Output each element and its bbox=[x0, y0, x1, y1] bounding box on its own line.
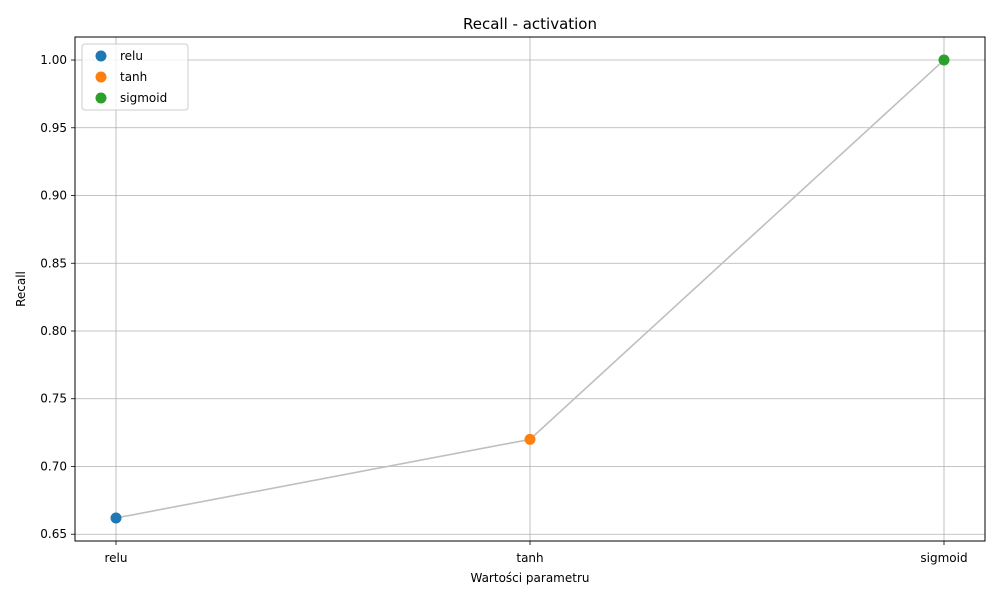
legend-marker-relu bbox=[95, 50, 107, 62]
y-tick-label: 0.70 bbox=[40, 459, 67, 473]
y-tick-label: 0.80 bbox=[40, 324, 67, 338]
data-point-sigmoid bbox=[938, 54, 950, 66]
chart-title: Recall - activation bbox=[463, 15, 597, 33]
y-tick-label: 0.65 bbox=[40, 527, 67, 541]
data-point-relu bbox=[110, 512, 122, 524]
legend-label-relu: relu bbox=[120, 49, 143, 63]
y-tick-label: 0.75 bbox=[40, 392, 67, 406]
legend-label-sigmoid: sigmoid bbox=[120, 91, 167, 105]
data-points bbox=[110, 54, 950, 524]
legend: relu tanh sigmoid bbox=[81, 43, 189, 111]
y-tick-label: 0.95 bbox=[40, 121, 67, 135]
y-tick-label: 1.00 bbox=[40, 53, 67, 67]
legend-label-tanh: tanh bbox=[120, 70, 147, 84]
x-axis-title: Wartości parametru bbox=[470, 571, 589, 585]
x-tick-label: sigmoid bbox=[920, 551, 967, 565]
y-tick-label: 0.85 bbox=[40, 256, 67, 270]
data-point-tanh bbox=[524, 433, 536, 445]
y-tick-label: 0.90 bbox=[40, 189, 67, 203]
legend-marker-tanh bbox=[95, 71, 107, 83]
x-tick-label: tanh bbox=[516, 551, 543, 565]
legend-box bbox=[81, 43, 189, 111]
grid bbox=[75, 37, 985, 541]
legend-marker-sigmoid bbox=[95, 92, 107, 104]
y-axis-ticks: 0.65 0.70 0.75 0.80 0.85 0.90 0.95 1.00 bbox=[40, 53, 75, 541]
y-axis-title: Recall bbox=[14, 271, 28, 307]
x-tick-label: relu bbox=[105, 551, 128, 565]
x-axis-ticks: relu tanh sigmoid bbox=[105, 541, 968, 565]
